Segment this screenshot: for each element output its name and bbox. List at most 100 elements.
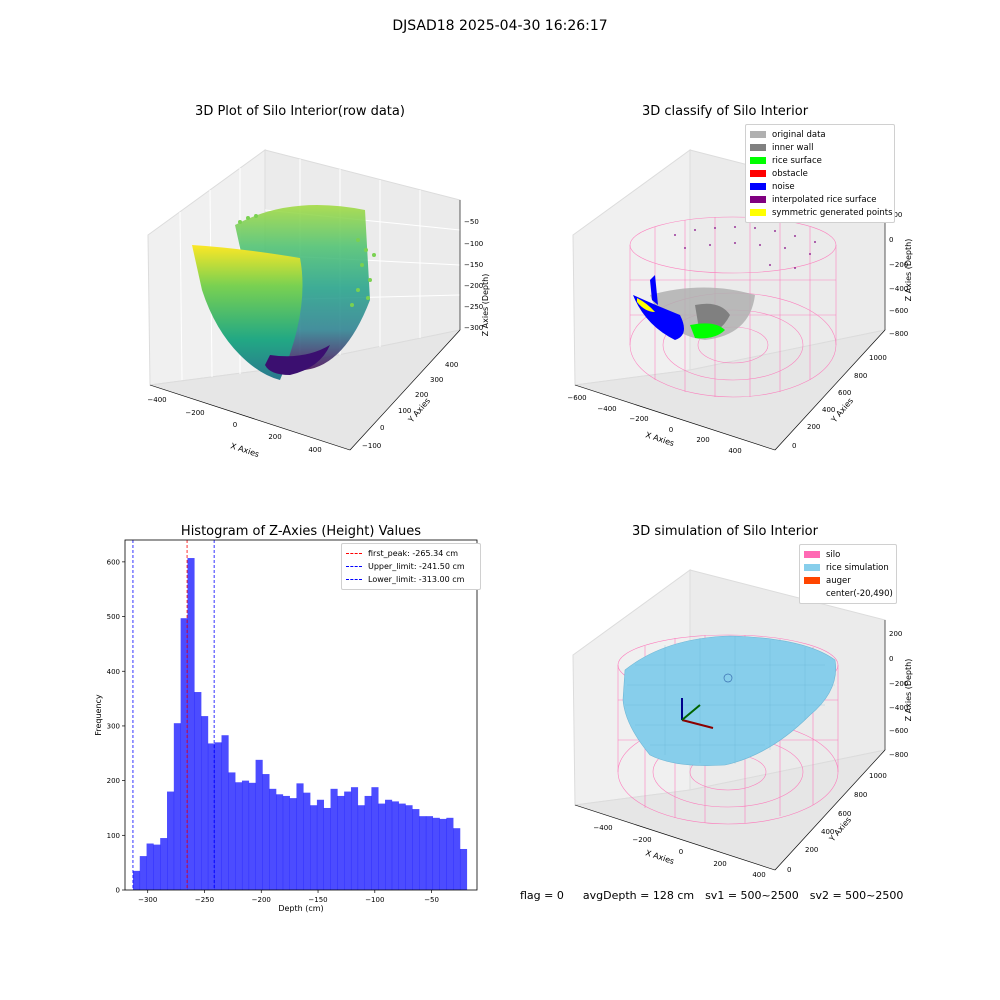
legend-label: first_peak: -265.34 cm [368, 549, 459, 558]
legend-swatch [750, 196, 766, 203]
classify-ztick-2: −200 [889, 261, 908, 269]
raw-xtick-4: 400 [308, 446, 321, 454]
histogram-bar [160, 838, 168, 890]
legend-label: interpolated rice surface [772, 194, 877, 205]
histogram-bar [132, 870, 141, 890]
legend-label: obstacle [772, 168, 808, 179]
legend-line [346, 566, 362, 567]
histogram-bar [446, 817, 454, 890]
simulation-ztick-1: 0 [889, 655, 893, 663]
simulation-ytick-5: 1000 [869, 772, 887, 780]
histogram-bar [391, 801, 399, 890]
histogram-bar [221, 735, 229, 890]
legend-rice-surface: rice surface [750, 154, 890, 167]
histogram-bar [316, 799, 325, 890]
simulation-ytick-4: 800 [854, 791, 867, 799]
raw-plot-title: 3D Plot of Silo Interior(row data) [195, 104, 405, 119]
histogram-yticks: 0 100 200 300 400 500 600 [107, 558, 125, 895]
histogram-ytick-label: 500 [107, 613, 120, 621]
histogram-frame [124, 539, 478, 891]
legend-label: silo [826, 549, 841, 560]
histogram-vlines [132, 540, 215, 890]
histogram-xticks: −300 −250 −200 −150 −100 −50 [138, 890, 439, 904]
simulation-mesh-lines [625, 636, 835, 764]
classify-x-axis-line [574, 384, 776, 451]
classify-symmetric-points [637, 298, 655, 312]
raw-3d-plot: −400 −200 0 200 400 X Axies −100 0 100 2… [147, 149, 490, 459]
raw-ytick-5: 400 [445, 361, 458, 369]
raw-xlabel: X Axies [229, 441, 260, 459]
sv1-text: sv1 = 500~2500 [705, 889, 799, 902]
histogram-bar [153, 844, 161, 890]
classify-y-axis-line [774, 329, 886, 451]
simulation-ytick-1: 200 [805, 846, 818, 854]
histogram-bar [344, 791, 352, 890]
histogram-bar [235, 782, 243, 890]
legend-label: rice simulation [826, 562, 889, 573]
histogram-bar [337, 795, 345, 890]
raw-ztick-2: −150 [464, 261, 483, 269]
status-footer: flag = 0 avgDepth = 128 cm sv1 = 500~250… [520, 889, 903, 902]
classify-ztick-0: 200 [889, 211, 902, 219]
legend-symmetric: symmetric generated points [750, 206, 893, 219]
simulation-ytick-2: 400 [821, 828, 834, 836]
raw-surface-bottom [265, 345, 330, 375]
raw-surface-front [192, 245, 303, 380]
raw-ytick-2: 100 [398, 407, 411, 415]
histogram-xlabel: Depth (cm) [278, 904, 323, 913]
raw-ztick-3: −200 [464, 282, 483, 290]
classify-ytick-4: 800 [854, 372, 867, 380]
histogram-bar [425, 816, 434, 890]
classify-ztick-5: −800 [889, 330, 908, 338]
simulation-x-axis-line [574, 804, 776, 871]
legend-swatch [804, 551, 820, 558]
raw-zlabel: Z Axies (Depth) [481, 274, 490, 337]
histogram-bar [255, 759, 263, 890]
flag-text: flag = 0 [520, 889, 564, 902]
histogram-bars [132, 558, 468, 890]
histogram-bar [282, 795, 290, 890]
legend-interpolated: interpolated rice surface [750, 193, 890, 206]
simulation-rice-surface [622, 635, 836, 766]
raw-ztick-1: −100 [464, 240, 483, 248]
histogram-bar [207, 743, 216, 890]
legend-original-data: original data [750, 128, 890, 141]
simulation-center-marker [723, 673, 733, 683]
histogram-bar [296, 783, 304, 890]
simulation-xtick-1: −200 [632, 836, 651, 844]
classify-noise-2 [650, 275, 658, 305]
legend-label: Lower_limit: -313.00 cm [368, 575, 465, 584]
raw-ytick-0: −100 [362, 442, 381, 450]
histogram-bar [173, 723, 181, 890]
legend-label: inner wall [772, 142, 814, 153]
histogram-bar [289, 798, 297, 890]
legend-first-peak: first_peak: -265.34 cm [346, 547, 476, 560]
legend-noise: noise [750, 180, 890, 193]
histogram-bar [330, 788, 338, 890]
histogram-bar [364, 795, 372, 890]
classify-xtick-0: −600 [567, 394, 586, 402]
histogram-ytick-label: 200 [107, 777, 120, 785]
histogram-bar [453, 828, 461, 890]
classify-ytick-1: 200 [807, 423, 820, 431]
simulation-ztick-3: −400 [889, 704, 908, 712]
legend-label: auger [826, 575, 851, 586]
simulation-3d-plot: −400 −200 0 200 400 X Axies 0 200 400 60… [572, 569, 913, 879]
raw-y-axis-line [349, 329, 461, 451]
sv2-text: sv2 = 500~2500 [809, 889, 904, 902]
histogram-xtick-label: −50 [424, 896, 439, 904]
legend-rice-simulation: rice simulation [804, 561, 892, 574]
raw-ytick-3: 200 [415, 391, 428, 399]
legend-label: rice surface [772, 155, 822, 166]
histogram-bar [432, 817, 440, 890]
simulation-ztick-0: 200 [889, 630, 902, 638]
histogram-bar [167, 791, 175, 890]
classify-legend: original data inner wall rice surface ob… [745, 124, 895, 223]
histogram-ytick-label: 600 [107, 558, 120, 566]
legend-label: symmetric generated points [772, 207, 893, 218]
histogram-ytick-label: 0 [116, 887, 120, 895]
classify-ytick-2: 400 [822, 406, 835, 414]
histogram-xtick-label: −250 [195, 896, 214, 904]
histogram-bar [412, 809, 420, 890]
histogram-xtick-label: −300 [138, 896, 157, 904]
